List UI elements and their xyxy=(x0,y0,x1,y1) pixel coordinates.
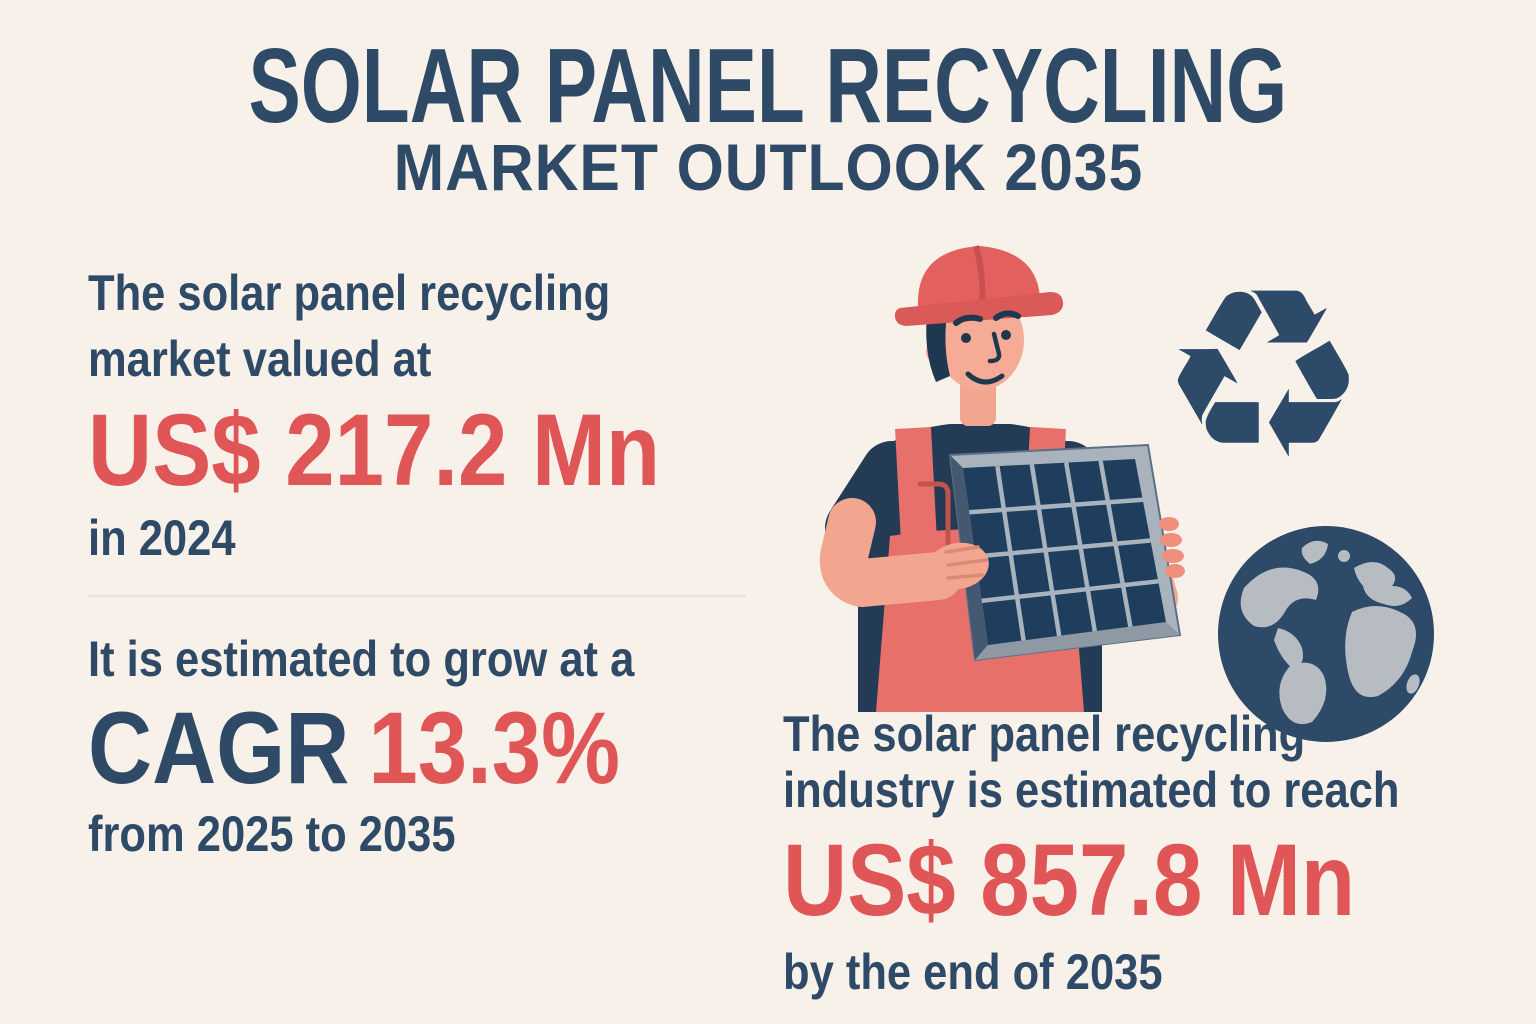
market-value-intro-line1: The solar panel recycling xyxy=(88,265,611,321)
forecast-figure: US$ 857.8 Mn xyxy=(783,823,1356,937)
market-value-figure: US$ 217.2 Mn xyxy=(88,393,661,507)
earth-globe-icon xyxy=(1218,526,1434,742)
market-value-intro-line2: market valued at xyxy=(88,331,432,387)
forecast-intro: The solar panel recycling industry is es… xyxy=(783,706,1399,818)
worker-hair xyxy=(926,306,950,382)
forecast-intro-line2: industry is estimated to reach xyxy=(783,762,1400,818)
cagr-figure: CAGR 13.3% xyxy=(88,697,634,799)
cagr-period: from 2025 to 2035 xyxy=(88,805,456,862)
solar-panel xyxy=(948,443,1182,662)
page-title: SOLAR PANEL RECYCLING xyxy=(0,33,1536,139)
page-subtitle-text: MARKET OUTLOOK 2035 xyxy=(393,130,1143,204)
worker-illustration xyxy=(819,245,1185,712)
forecast-block: The solar panel recycling industry is es… xyxy=(783,706,1492,997)
cagr-block: It is estimated to grow at a CAGR 13.3% f… xyxy=(88,626,716,859)
page-title-text: SOLAR PANEL RECYCLING xyxy=(248,27,1288,145)
worker-head xyxy=(894,245,1064,390)
cagr-value: 13.3% xyxy=(368,691,621,805)
worker-left-hand xyxy=(927,542,989,590)
forecast-period: by the end of 2035 xyxy=(783,943,1163,1000)
section-divider xyxy=(88,595,746,597)
market-value-period: in 2024 xyxy=(88,509,236,566)
worker-right-hand xyxy=(1159,517,1185,578)
page-subtitle: MARKET OUTLOOK 2035 xyxy=(0,134,1536,200)
cagr-label: CAGR xyxy=(88,691,350,805)
forecast-intro-line1: The solar panel recycling xyxy=(783,706,1306,762)
recycling-symbol-icon: ♻ xyxy=(1158,239,1369,512)
market-value-block: The solar panel recycling market valued … xyxy=(88,260,746,563)
market-value-intro: The solar panel recycling market valued … xyxy=(88,260,660,392)
cagr-intro: It is estimated to grow at a xyxy=(88,631,635,687)
